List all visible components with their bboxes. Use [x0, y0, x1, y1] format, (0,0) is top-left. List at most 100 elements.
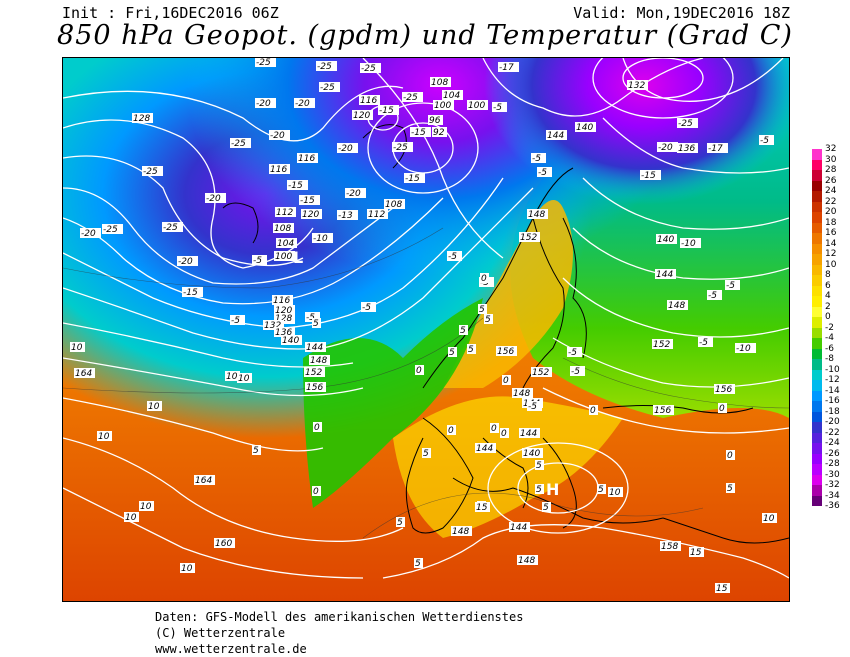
geopotential-label-box: [575, 122, 596, 132]
temperature-label: 5: [598, 485, 604, 495]
temperature-label-box: [608, 487, 623, 497]
geopotential-label-box: [527, 209, 548, 219]
temperature-label: 10: [763, 514, 775, 524]
footer-url[interactable]: www.wetterzentrale.de: [155, 642, 307, 656]
temperature-label-box: [396, 517, 405, 527]
legend-tick-label: -20: [825, 417, 840, 427]
geopotential-label-box: [655, 269, 676, 279]
geopotential-label-box: [359, 95, 380, 105]
temperature-label: 0: [503, 376, 509, 386]
temperature-label-box: [589, 405, 598, 415]
temperature-label-box: [570, 366, 585, 376]
geopotential-label-box: [275, 207, 296, 217]
temperature-label: 0: [727, 451, 733, 461]
geopotential-label-box: [531, 367, 552, 377]
geopotential-label-box: [305, 382, 326, 392]
valid-time: Valid: Mon,19DEC2016 18Z: [573, 4, 790, 22]
temperature-label-box: [410, 127, 431, 137]
temperature-label: -5: [253, 256, 262, 266]
temperature-label-box: [305, 312, 320, 322]
geopotential-label: 156: [715, 385, 732, 395]
geopotential-label: 144: [547, 131, 564, 141]
geopotential-label-box: [517, 555, 538, 565]
high-pressure-center: H: [546, 480, 559, 499]
footer-data-source: Daten: GFS-Modell des amerikanischen Wet…: [155, 610, 524, 624]
geopotential-label: 140: [523, 449, 540, 459]
geopotential-label-box: [272, 295, 293, 305]
legend-color-cell: [812, 432, 822, 443]
temperature-label: -5: [726, 281, 735, 291]
temperature-label: 5: [468, 345, 474, 355]
temperature-label: -20: [81, 229, 96, 239]
legend-tick-label: -28: [825, 459, 840, 469]
init-time: Init : Fri,16DEC2016 06Z: [62, 4, 279, 22]
temperature-label: 5: [449, 348, 455, 358]
temperature-label: -15: [641, 171, 656, 181]
geopotential-label-box: [274, 305, 295, 315]
temperature-label-box: [361, 302, 376, 312]
temperature-label: -15: [411, 128, 426, 138]
frontal-band: [303, 298, 483, 508]
temperature-label-box: [500, 428, 509, 438]
temperature-label-box: [597, 484, 606, 494]
geopotential-label-box: [509, 522, 530, 532]
legend-tick-label: -2: [825, 322, 834, 333]
temperature-label-box: [319, 82, 340, 92]
temperature-label: -10: [313, 234, 328, 244]
temperature-label-box: [707, 290, 722, 300]
temperature-label-box: [180, 563, 195, 573]
temperature-label-box: [448, 347, 457, 357]
temperature-label-box: [490, 423, 499, 433]
temperature-label: -10: [681, 239, 696, 249]
temperature-label-box: [535, 484, 544, 494]
temperature-label: -17: [499, 63, 514, 73]
temperature-label-box: [698, 337, 713, 347]
legend-color-cell: [812, 495, 822, 506]
geopotential-label: 108: [431, 78, 448, 88]
temperature-label-box: [177, 256, 198, 266]
legend-color-cell: [812, 390, 822, 401]
temperature-label-box: [225, 371, 240, 381]
temperature-label: -5: [532, 154, 541, 164]
temperature-label: 10: [71, 343, 83, 353]
temperature-label-box: [70, 342, 85, 352]
temperature-label-box: [415, 365, 424, 375]
temperature-label-box: [735, 343, 756, 353]
temperature-label-box: [677, 118, 698, 128]
legend-color-cell: [812, 170, 822, 181]
temperature-label: -25: [103, 225, 118, 235]
geopotential-label-box: [384, 199, 405, 209]
legend-tick-label: -30: [825, 469, 840, 480]
temperature-label: -25: [143, 167, 158, 177]
geopotential-label-box: [667, 300, 688, 310]
temperature-label: -5: [306, 313, 315, 323]
temperature-label-box: [255, 58, 276, 67]
geopotential-label: 152: [520, 233, 537, 243]
temperature-label: 5: [543, 503, 549, 513]
legend-color-cell: [812, 149, 822, 160]
weather-map[interactable]: L H 128 116 116 112 108 104 100 120 112 108 116 120…: [62, 57, 790, 602]
temperature-label: 5: [253, 446, 259, 456]
geopotential-label-box: [714, 384, 735, 394]
legend-tick-label: 4: [825, 291, 831, 301]
geopotential-label-box: [652, 339, 673, 349]
temperature-label-box: [492, 102, 507, 112]
temperature-label: -20: [270, 131, 285, 141]
temperature-label-box: [252, 445, 261, 455]
geopotential-label-box: [677, 143, 698, 153]
temperature-label: -5: [708, 291, 717, 301]
geopotential-label-box: [352, 110, 373, 120]
temperature-label: -5: [362, 303, 371, 313]
legend-color-cell: [812, 348, 822, 359]
temperature-label-box: [313, 422, 322, 432]
legend-color-cell: [812, 327, 822, 338]
temperature-label: -20: [295, 99, 310, 109]
temperature-label: -20: [256, 99, 271, 109]
geopotential-label: 144: [510, 523, 527, 533]
temperature-label-box: [467, 344, 476, 354]
geopotential-label-box: [304, 367, 325, 377]
geopotential-label-box: [430, 77, 451, 87]
legend-color-cell: [812, 285, 822, 296]
temperature-label: 15: [690, 548, 702, 558]
